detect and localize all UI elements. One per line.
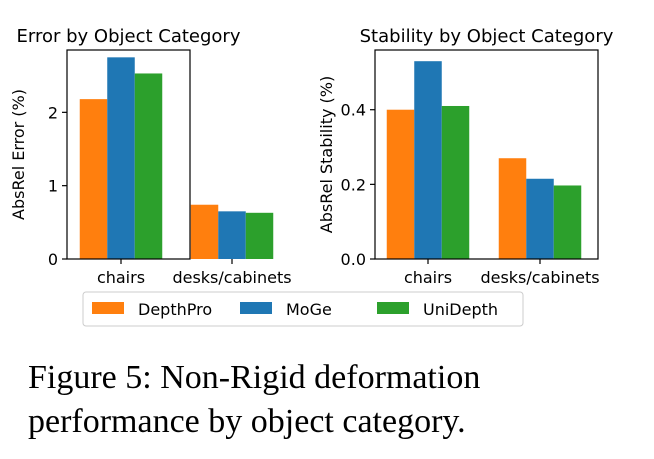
legend: DepthPro MoGe UniDepth <box>82 291 524 327</box>
bar-unidepth-0 <box>441 105 470 259</box>
x-tick-label: desks/cabinets <box>480 268 599 287</box>
bar-depthpro-1 <box>498 158 527 259</box>
legend-swatch-moge <box>240 302 272 314</box>
legend-label-moge: MoGe <box>286 300 332 319</box>
bar-moge-0 <box>107 57 135 260</box>
bar-unidepth-1 <box>553 185 582 259</box>
legend-swatch-depthpro <box>92 302 124 314</box>
bar-depthpro-0 <box>386 109 415 259</box>
y-tick-label: 0.0 <box>341 250 366 269</box>
chart-stability-by-category: 0.0 0.2 0.4 chairs desks/cabinets Stability b… <box>317 26 614 287</box>
legend-swatch-unidepth <box>377 302 409 314</box>
x-tick-label: chairs <box>404 268 452 287</box>
x-tick-label: desks/cabinets <box>172 268 291 287</box>
y-tick-label: 0.2 <box>341 175 366 194</box>
figure-caption: Figure 5: Non-Rigid deformation performa… <box>28 359 481 440</box>
axes-frame <box>66 49 191 260</box>
y-tick-label: 0.4 <box>341 101 366 120</box>
x-tick-label: chairs <box>97 268 145 287</box>
chart-title: Error by Object Category <box>17 26 241 47</box>
bar-unidepth-0 <box>134 73 163 259</box>
y-axis-label: AbsRel Error (%) <box>9 89 28 220</box>
axes-frame <box>374 49 599 260</box>
y-tick-label: 1 <box>48 177 58 196</box>
chart-title: Stability by Object Category <box>360 26 614 47</box>
bar-moge-1 <box>526 178 554 259</box>
bar-depthpro-1 <box>190 204 219 259</box>
legend-label-depthpro: DepthPro <box>138 300 212 319</box>
bar-moge-0 <box>414 61 442 260</box>
chart-error-by-category: 0 1 2 chairs desks/cabinets Error by Object C… <box>9 26 292 287</box>
bar-depthpro-0 <box>79 99 108 259</box>
bar-unidepth-1 <box>245 212 274 259</box>
y-axis-label: AbsRel Stability (%) <box>317 76 336 233</box>
legend-label-unidepth: UniDepth <box>423 300 498 319</box>
y-tick-label: 0 <box>48 250 58 269</box>
y-tick-label: 2 <box>48 103 58 122</box>
bar-moge-1 <box>218 211 246 259</box>
legend-frame <box>82 291 524 327</box>
